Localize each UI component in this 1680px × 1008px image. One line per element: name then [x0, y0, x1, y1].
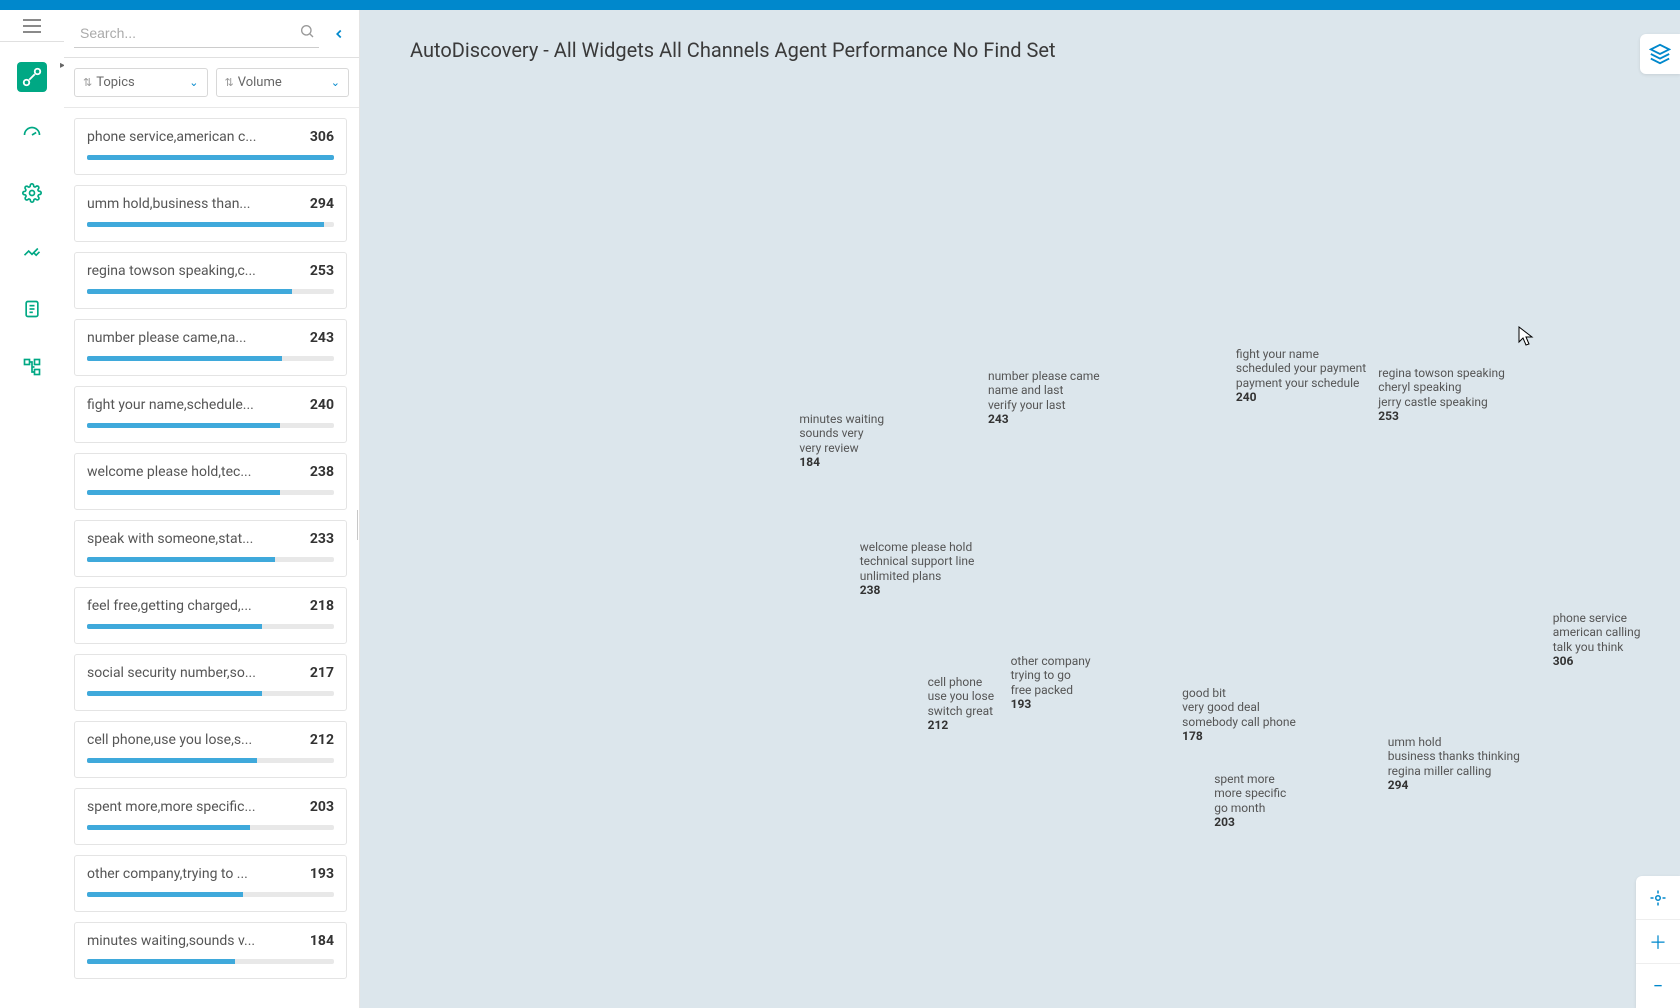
- node-label: regina towson speakingcheryl speakingjer…: [1378, 366, 1505, 424]
- topic-item[interactable]: feel free,getting charged,... 218: [74, 587, 347, 644]
- topic-item[interactable]: fight your name,schedule... 240: [74, 386, 347, 443]
- collapse-panel-button[interactable]: [319, 22, 349, 46]
- topic-count: 306: [310, 129, 334, 145]
- node-label: fight your namescheduled your paymentpay…: [1236, 347, 1366, 405]
- topic-label: fight your name,schedule...: [87, 397, 254, 413]
- zoom-out-button[interactable]: −: [1636, 964, 1680, 1008]
- node-label: welcome please holdtechnical support lin…: [860, 540, 975, 598]
- topic-item[interactable]: umm hold,business than... 294: [74, 185, 347, 242]
- node-label: phone serviceamerican callingtalk you th…: [1553, 611, 1641, 669]
- topic-label: minutes waiting,sounds v...: [87, 933, 255, 949]
- topic-count: 217: [310, 665, 334, 681]
- topic-item[interactable]: phone service,american c... 306: [74, 118, 347, 175]
- layers-button[interactable]: [1640, 34, 1680, 74]
- topic-item[interactable]: other company,trying to ... 193: [74, 855, 347, 912]
- nav-hierarchy-icon[interactable]: [17, 352, 47, 382]
- zoom-controls: ＋ −: [1636, 876, 1680, 1008]
- topic-bar: [87, 892, 334, 897]
- topic-bar: [87, 289, 334, 294]
- topic-label: other company,trying to ...: [87, 866, 248, 882]
- topic-bar: [87, 356, 334, 361]
- search-icon[interactable]: [299, 23, 315, 43]
- topic-label: phone service,american c...: [87, 129, 256, 145]
- topic-bar: [87, 423, 334, 428]
- topic-count: 238: [310, 464, 334, 480]
- topic-count: 243: [310, 330, 334, 346]
- topic-bar: [87, 222, 334, 227]
- topic-count: 218: [310, 598, 334, 614]
- network-graph[interactable]: [360, 10, 660, 160]
- topic-item[interactable]: number please came,na... 243: [74, 319, 347, 376]
- hamburger-icon: [23, 19, 41, 33]
- dropdown-volume[interactable]: ⇅Volume ⌄: [216, 68, 350, 97]
- zoom-in-button[interactable]: ＋: [1636, 920, 1680, 964]
- topic-bar: [87, 155, 334, 160]
- topic-count: 212: [310, 732, 334, 748]
- topic-count: 294: [310, 196, 334, 212]
- topic-item[interactable]: minutes waiting,sounds v... 184: [74, 922, 347, 979]
- nav-dashboard-icon[interactable]: [17, 120, 47, 150]
- node-label: spent moremore specificgo month203: [1214, 772, 1286, 830]
- topic-count: 203: [310, 799, 334, 815]
- search-input[interactable]: [74, 19, 319, 47]
- topic-count: 193: [310, 866, 334, 882]
- node-label: other companytrying to gofree packed193: [1011, 654, 1091, 712]
- topic-item[interactable]: spent more,more specific... 203: [74, 788, 347, 845]
- topic-label: cell phone,use you lose,s...: [87, 732, 252, 748]
- dropdown-topics[interactable]: ⇅Topics ⌄: [74, 68, 208, 97]
- topic-label: social security number,so...: [87, 665, 256, 681]
- dropdown-topics-label: Topics: [96, 75, 135, 90]
- topic-item[interactable]: regina towson speaking,c... 253: [74, 252, 347, 309]
- topic-list[interactable]: phone service,american c... 306 umm hold,b…: [64, 108, 359, 1008]
- nav-settings-icon[interactable]: [17, 178, 47, 208]
- search-box: [74, 19, 319, 48]
- side-panel: ⇅Topics ⌄ ⇅Volume ⌄ phone service,americ…: [64, 10, 360, 1008]
- recenter-button[interactable]: [1636, 876, 1680, 920]
- nav-trends-icon[interactable]: [17, 236, 47, 266]
- topic-label: welcome please hold,tec...: [87, 464, 251, 480]
- node-label: cell phoneuse you loseswitch great212: [928, 675, 995, 733]
- topic-item[interactable]: social security number,so... 217: [74, 654, 347, 711]
- topic-item[interactable]: cell phone,use you lose,s... 212: [74, 721, 347, 778]
- nav-discovery-icon[interactable]: ▸: [17, 62, 47, 92]
- topic-bar: [87, 490, 334, 495]
- node-label: minutes waitingsounds veryvery review184: [799, 412, 884, 470]
- node-label: number please camename and lastverify yo…: [988, 369, 1100, 427]
- topic-label: number please came,na...: [87, 330, 246, 346]
- topic-bar: [87, 557, 334, 562]
- hamburger-toggle[interactable]: [0, 10, 64, 42]
- top-bar: [0, 0, 1680, 10]
- chevron-down-icon: ⌄: [331, 76, 340, 89]
- topic-bar: [87, 624, 334, 629]
- topic-item[interactable]: welcome please hold,tec... 238: [74, 453, 347, 510]
- topic-count: 233: [310, 531, 334, 547]
- topic-count: 240: [310, 397, 334, 413]
- topic-label: feel free,getting charged,...: [87, 598, 252, 614]
- graph-canvas[interactable]: AutoDiscovery - All Widgets All Channels…: [360, 10, 1680, 1008]
- nav-reports-icon[interactable]: [17, 294, 47, 324]
- node-label: umm holdbusiness thanks thinkingregina m…: [1388, 735, 1520, 793]
- topic-bar: [87, 758, 334, 763]
- topic-item[interactable]: speak with someone,stat... 233: [74, 520, 347, 577]
- topic-count: 184: [310, 933, 334, 949]
- dropdown-volume-label: Volume: [238, 75, 282, 90]
- topic-count: 253: [310, 263, 334, 279]
- topic-label: spent more,more specific...: [87, 799, 256, 815]
- topic-bar: [87, 959, 334, 964]
- topic-label: speak with someone,stat...: [87, 531, 253, 547]
- topic-label: regina towson speaking,c...: [87, 263, 256, 279]
- topic-bar: [87, 825, 334, 830]
- node-label: good bitvery good dealsomebody call phon…: [1182, 686, 1296, 744]
- left-nav-rail: ▸: [0, 42, 64, 1008]
- topic-label: umm hold,business than...: [87, 196, 251, 212]
- chevron-down-icon: ⌄: [189, 76, 198, 89]
- topic-bar: [87, 691, 334, 696]
